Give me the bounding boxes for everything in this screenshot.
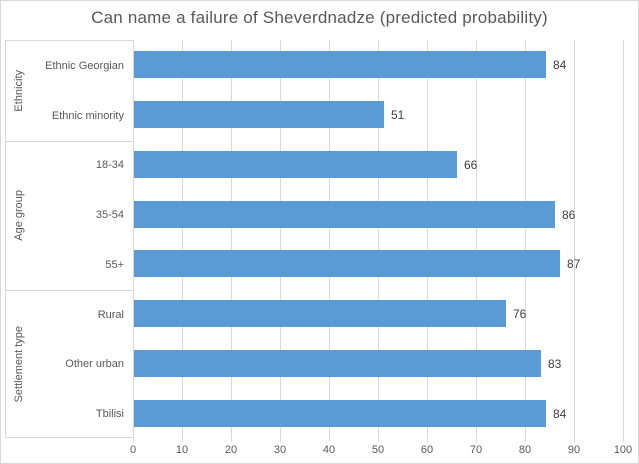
gridline	[133, 40, 134, 438]
x-tick-label: 20	[224, 444, 238, 456]
x-tick-label: 100	[613, 444, 633, 456]
gridline	[574, 40, 575, 438]
group-label-text: Ethnicity	[13, 69, 25, 112]
gridline	[427, 40, 428, 438]
axis-tick	[574, 438, 575, 442]
x-tick-label: 70	[469, 444, 483, 456]
bar	[134, 250, 560, 277]
chart-title: Can name a failure of Sheverdnadze (pred…	[91, 8, 548, 27]
x-tick-label: 90	[567, 444, 581, 456]
axis-tick	[329, 438, 330, 442]
axis-tick	[133, 438, 134, 442]
bar	[134, 350, 541, 377]
category-label: Ethnic Georgian	[45, 59, 124, 72]
gridline	[182, 40, 183, 438]
gridline	[476, 40, 477, 438]
x-tick-label: 30	[273, 444, 287, 456]
group-label: Settlement type	[8, 290, 30, 439]
bar-value-label: 84	[553, 57, 567, 72]
group-separator	[6, 141, 133, 142]
bar-value-label: 76	[513, 306, 527, 321]
gridline	[329, 40, 330, 438]
axis-tick	[427, 438, 428, 442]
gridline	[378, 40, 379, 438]
axis-tick	[623, 438, 624, 442]
bar	[134, 201, 555, 228]
axis-tick	[280, 438, 281, 442]
group-label: Ethnicity	[8, 41, 30, 141]
bar-value-label: 51	[391, 107, 405, 122]
gridline	[231, 40, 232, 438]
bar	[134, 51, 546, 78]
category-label: 35-54	[95, 209, 124, 222]
bar-value-label: 86	[562, 207, 576, 222]
gridline	[623, 40, 624, 438]
axis-tick	[378, 438, 379, 442]
bar	[134, 151, 457, 178]
gridline	[525, 40, 526, 438]
bar	[134, 101, 384, 128]
category-label: Ethnic minority	[51, 109, 124, 122]
gridline	[280, 40, 281, 438]
bar	[134, 400, 546, 427]
bar-value-label: 87	[567, 256, 581, 271]
x-tick-label: 50	[371, 444, 385, 456]
x-tick-label: 0	[129, 444, 137, 456]
bar-value-label: 66	[464, 157, 478, 172]
group-separator	[6, 290, 133, 291]
category-label: Other urban	[65, 358, 124, 371]
bar	[134, 300, 506, 327]
axis-tick	[231, 438, 232, 442]
category-label: 18-34	[95, 159, 124, 172]
x-tick-label: 40	[322, 444, 336, 456]
x-tick-label: 80	[518, 444, 532, 456]
plot-area: 84 51 66 86 87 76 83 84	[133, 40, 624, 438]
axis-tick	[476, 438, 477, 442]
axis-tick	[525, 438, 526, 442]
category-axis: Ethnic Georgian Ethnic minority 18-34 35-54…	[5, 40, 133, 438]
x-tick-label: 60	[420, 444, 434, 456]
group-label-text: Settlement type	[13, 326, 25, 403]
category-label: 55+	[105, 258, 124, 271]
category-label: Rural	[97, 308, 124, 321]
axis-tick	[182, 438, 183, 442]
group-label-text: Age group	[13, 189, 25, 241]
group-label: Age group	[8, 141, 30, 290]
bar-value-label: 84	[553, 406, 567, 421]
bar-value-label: 83	[548, 356, 562, 371]
category-label: Tbilisi	[95, 408, 124, 421]
x-tick-label: 10	[175, 444, 189, 456]
